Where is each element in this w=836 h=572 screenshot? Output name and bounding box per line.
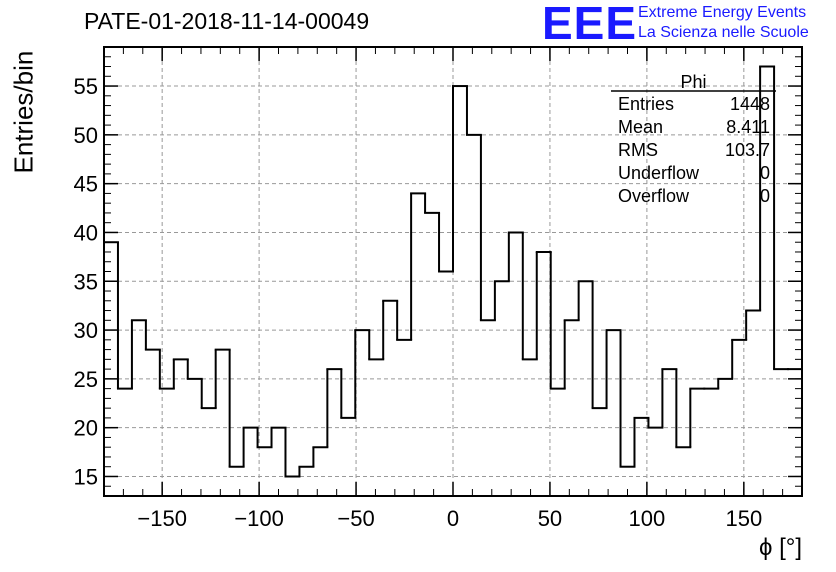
x-axis-label: ϕ [°]: [758, 534, 802, 561]
stats-label: Entries: [618, 94, 674, 114]
stats-value: 0: [760, 186, 770, 206]
stats-value: 1448: [730, 94, 770, 114]
brand-subtitle: La Scienza nelle Scuole: [638, 24, 809, 41]
stats-value: 0: [760, 163, 770, 183]
stats-value: 103.7: [725, 140, 770, 160]
x-tick-label: −50: [337, 506, 374, 531]
stats-value: 8.411: [726, 117, 770, 137]
y-tick-label: 15: [74, 464, 98, 489]
y-tick-label: 20: [74, 416, 98, 441]
y-tick-label: 35: [74, 269, 98, 294]
y-tick-label: 25: [74, 367, 98, 392]
x-tick-label: −100: [234, 506, 284, 531]
x-tick-label: −150: [137, 506, 187, 531]
stats-label: Underflow: [618, 163, 700, 183]
y-tick-label: 30: [74, 318, 98, 343]
brand-name: Extreme Energy Events: [638, 4, 807, 21]
y-tick-label: 50: [74, 123, 98, 148]
stats-box-title: Phi: [680, 72, 706, 92]
y-tick-label: 55: [74, 74, 98, 99]
x-tick-label: 50: [538, 506, 562, 531]
eee-logo: EEE: [542, 0, 638, 49]
stats-label: RMS: [618, 140, 658, 160]
y-tick-label: 40: [74, 220, 98, 245]
chart-title: PATE-01-2018-11-14-00049: [84, 8, 370, 34]
y-tick-label: 45: [74, 172, 98, 197]
x-tick-label: 150: [725, 506, 762, 531]
x-tick-label: 0: [447, 506, 459, 531]
stats-label: Overflow: [618, 186, 690, 206]
stats-label: Mean: [618, 117, 663, 137]
x-tick-label: 100: [629, 506, 666, 531]
